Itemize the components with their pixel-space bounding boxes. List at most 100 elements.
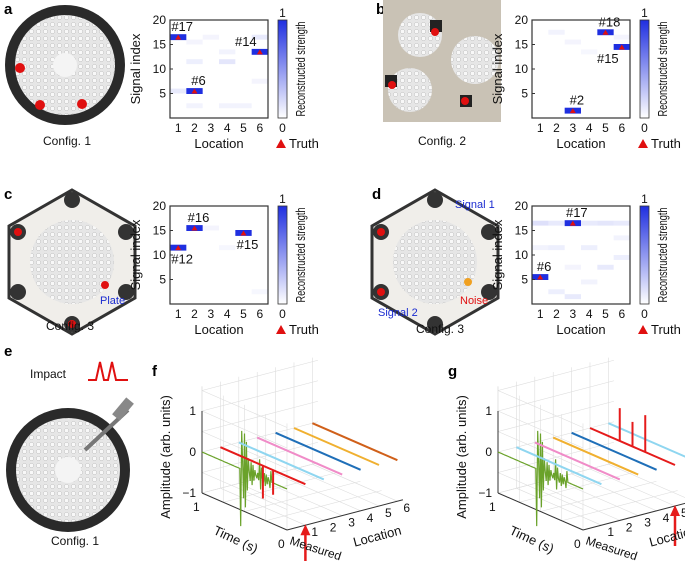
z-axis-label: Amplitude (arb. units) (158, 395, 173, 519)
gridline (201, 380, 318, 412)
time-axis (201, 492, 288, 531)
gridline (265, 490, 382, 522)
colorbar (277, 19, 288, 119)
gridline (540, 480, 657, 512)
plate-label: Plate (100, 295, 125, 307)
y-tick-label: 5 (521, 273, 528, 287)
y-tick-label: 20 (153, 13, 167, 27)
heatmap-cell (548, 29, 565, 35)
x-tick-label: 6 (618, 121, 625, 135)
gridline (497, 380, 614, 412)
location-tick-label: 6 (403, 501, 410, 515)
panel-letter-a: a (4, 1, 13, 18)
location-tick-label: 5 (385, 506, 392, 520)
peak-label: #16 (188, 210, 210, 225)
impact-arrow-head (300, 524, 311, 536)
x-tick-label: 2 (191, 307, 198, 321)
x-tick-label: 5 (240, 121, 247, 135)
peak-label: #17 (566, 205, 588, 220)
impact-pulse-icon (88, 361, 128, 381)
gridline (497, 441, 614, 473)
colorbar-min: 0 (279, 121, 286, 135)
x-tick-label: 4 (224, 121, 231, 135)
heatmap-cell (581, 49, 598, 55)
truth-legend-label: Truth (289, 136, 319, 151)
peak-label: #12 (171, 252, 193, 267)
y-tick-label: 15 (515, 38, 529, 52)
location-tick-label: 2 (626, 520, 633, 534)
time-axis-label: Time (s) (211, 523, 260, 557)
caption-config-d: Config. 3 (416, 322, 464, 336)
heatmap-cell (597, 220, 614, 226)
heatmap-cell (548, 289, 565, 295)
gridline (608, 463, 685, 498)
time-axis-label: Time (s) (507, 523, 556, 557)
heatmap-cell (202, 225, 219, 231)
caption-config-c: Config. 3 (46, 319, 94, 333)
truth-legend-label: Truth (651, 322, 681, 337)
z-tick-label: 0 (485, 445, 492, 459)
heatmap-cell (581, 245, 598, 251)
y-tick-label: 10 (515, 248, 529, 262)
caption-config-a: Config. 1 (43, 134, 91, 148)
x-tick-label: 1 (537, 121, 544, 135)
gridline (201, 441, 318, 473)
heatmap-cell (251, 289, 268, 295)
colorbar (639, 19, 650, 119)
gridline (201, 472, 288, 510)
plot-area (170, 206, 268, 304)
heatmap-cell (581, 220, 598, 226)
gridline (497, 410, 584, 449)
panel-letter-f: f (152, 363, 158, 380)
location-5-line (293, 427, 380, 466)
colorbar-max: 1 (641, 6, 648, 20)
heatmap-cell (564, 294, 581, 300)
y-tick-label: 10 (515, 62, 529, 76)
location-4-line (275, 431, 361, 471)
time-tick-label: 0 (278, 537, 285, 551)
location-tick-label: 1 (311, 525, 318, 539)
x-tick-label: 3 (207, 121, 214, 135)
x-tick-label: 2 (553, 307, 560, 321)
x-tick-label: 3 (569, 307, 576, 321)
location-2-line (534, 441, 621, 481)
caption-config-b: Config. 2 (418, 134, 466, 148)
gridline (497, 472, 584, 510)
peak-label: #6 (191, 73, 205, 88)
peak-label: #17 (171, 19, 193, 34)
truth-legend-icon (638, 139, 648, 148)
y-tick-label: 5 (159, 273, 166, 287)
y-tick-label: 20 (515, 199, 529, 213)
location-6-line (608, 422, 685, 458)
x-tick-label: 1 (537, 307, 544, 321)
x-axis-label: Location (556, 136, 605, 151)
gridline (201, 421, 318, 453)
heatmap-cell (613, 255, 630, 260)
heatmap-cell (613, 220, 630, 226)
colorbar-max: 1 (641, 192, 648, 206)
heatmap-cell (219, 245, 236, 251)
y-axis-label: Signal index (490, 219, 505, 290)
truth-legend-icon (276, 139, 286, 148)
x-tick-label: 1 (175, 307, 182, 321)
peak-label: #6 (537, 259, 551, 274)
y-axis-label: Signal index (128, 33, 143, 104)
heatmap-cell (235, 103, 252, 109)
heatmap-cell (581, 279, 598, 285)
colorbar-label: Reconstructed strength (293, 22, 308, 117)
colorbar-label: Reconstructed strength (293, 208, 308, 303)
y-tick-label: 15 (153, 224, 167, 238)
truth-marker (569, 108, 576, 114)
gridline (497, 359, 614, 391)
gridline (201, 359, 318, 391)
location-2-line (238, 441, 325, 481)
x-tick-label: 2 (191, 121, 198, 135)
z-axis-label: Amplitude (arb. units) (454, 395, 469, 519)
gridline (201, 400, 318, 432)
colorbar-label: Reconstructed strength (655, 22, 670, 117)
truth-marker (602, 29, 609, 35)
impact-label: Impact (30, 367, 67, 381)
